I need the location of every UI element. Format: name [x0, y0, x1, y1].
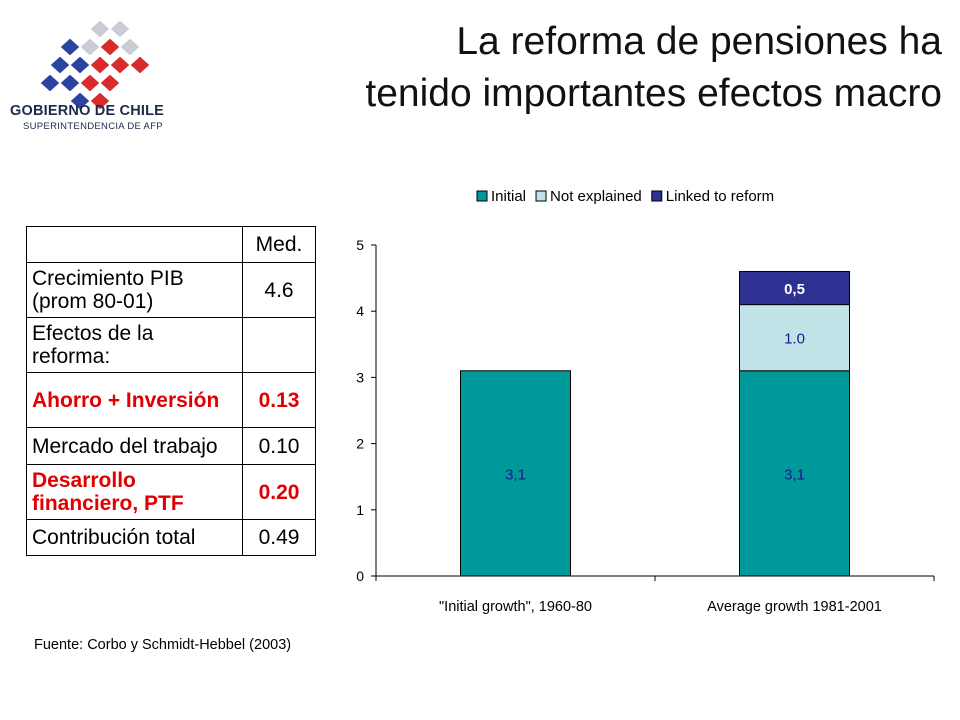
bar-segment [739, 370, 850, 577]
table-cell-value: 0.13 [242, 372, 316, 428]
source-note: Fuente: Corbo y Schmidt-Hebbel (2003) [34, 637, 292, 653]
y-tick-label: 1 [356, 502, 364, 518]
table-cell-label: Contribución total [26, 519, 243, 556]
x-tick-label: Average growth 1981-2001 [707, 599, 882, 615]
logo-cube [49, 55, 71, 75]
logo-cube [79, 73, 101, 93]
logo-cube [99, 73, 121, 93]
x-tick-label: "Initial growth", 1960-80 [439, 599, 592, 615]
table-cell-label: Desarrollo financiero, PTF [26, 464, 243, 520]
logo-cube [89, 19, 111, 39]
page-title: La reforma de pensiones ha tenido import… [365, 16, 942, 120]
legend-swatch [535, 190, 547, 202]
logo-cube [79, 37, 101, 57]
table-cell-value: 0.20 [242, 464, 316, 520]
data-label: 1.0 [784, 331, 805, 348]
table-row: Efectos de la reforma: [26, 317, 316, 373]
logo-cube [109, 55, 131, 75]
bar-segment [739, 270, 850, 306]
y-tick-label: 3 [356, 369, 364, 385]
data-label: 0,5 [784, 281, 805, 298]
title-line-1: La reforma de pensiones ha [456, 20, 942, 63]
logo-cube [59, 73, 81, 93]
table-header-label [26, 226, 243, 263]
logo-cube [109, 19, 131, 39]
logo-name: GOBIERNO DE CHILE [10, 103, 165, 119]
table-cell-value [242, 317, 316, 373]
table-row-highlight: Desarrollo financiero, PTF 0.20 [26, 464, 316, 520]
logo-cube [59, 37, 81, 57]
legend-label: Linked to reform [666, 188, 774, 205]
logo-cube [39, 73, 61, 93]
legend-swatch [476, 190, 488, 202]
table-cell-value: 4.6 [242, 262, 316, 318]
y-tick-label: 0 [356, 568, 364, 584]
table-cell-label: Ahorro + Inversión [26, 372, 243, 428]
bar-segment [739, 304, 850, 372]
table-header-row: Med. [26, 226, 316, 263]
logo-cube [99, 37, 121, 57]
effects-table: Med. Crecimiento PIB (prom 80-01) 4.6 Ef… [26, 226, 316, 556]
y-tick-label: 5 [356, 237, 364, 253]
table-cell-value: 0.49 [242, 519, 316, 556]
logo-cube [89, 91, 111, 111]
stacked-bar-chart: 0 1 2 3 4 5 "Initial growth", 1960-80 3,1 Averag… [356, 188, 935, 615]
table-cell-value: 0.10 [242, 427, 316, 465]
table-row: Crecimiento PIB (prom 80-01) 4.6 [26, 262, 316, 318]
y-tick-label: 2 [356, 436, 364, 452]
table-row: Contribución total 0.49 [26, 519, 316, 556]
logo-cube [69, 55, 91, 75]
data-label: 3,1 [784, 466, 805, 483]
logo-cube [89, 55, 111, 75]
table-row-highlight: Ahorro + Inversión 0.13 [26, 372, 316, 428]
table-header-value: Med. [242, 226, 316, 263]
gobierno-logo-icon [39, 19, 151, 111]
logo-cube [129, 55, 151, 75]
bar-segment [460, 370, 571, 577]
logo-subtitle: SUPERINTENDENCIA DE AFP [23, 121, 163, 132]
legend-label: Not explained [550, 188, 642, 205]
y-tick-label: 4 [356, 303, 364, 319]
table-cell-label: Mercado del trabajo [26, 427, 243, 465]
legend-label: Initial [491, 188, 526, 205]
logo-cube [119, 37, 141, 57]
title-line-2: tenido importantes efectos macro [365, 72, 942, 115]
table-cell-label: Efectos de la reforma: [26, 317, 243, 373]
legend-swatch [651, 190, 663, 202]
data-label: 3,1 [505, 466, 526, 483]
table-cell-label: Crecimiento PIB (prom 80-01) [26, 262, 243, 318]
table-row: Mercado del trabajo 0.10 [26, 427, 316, 465]
